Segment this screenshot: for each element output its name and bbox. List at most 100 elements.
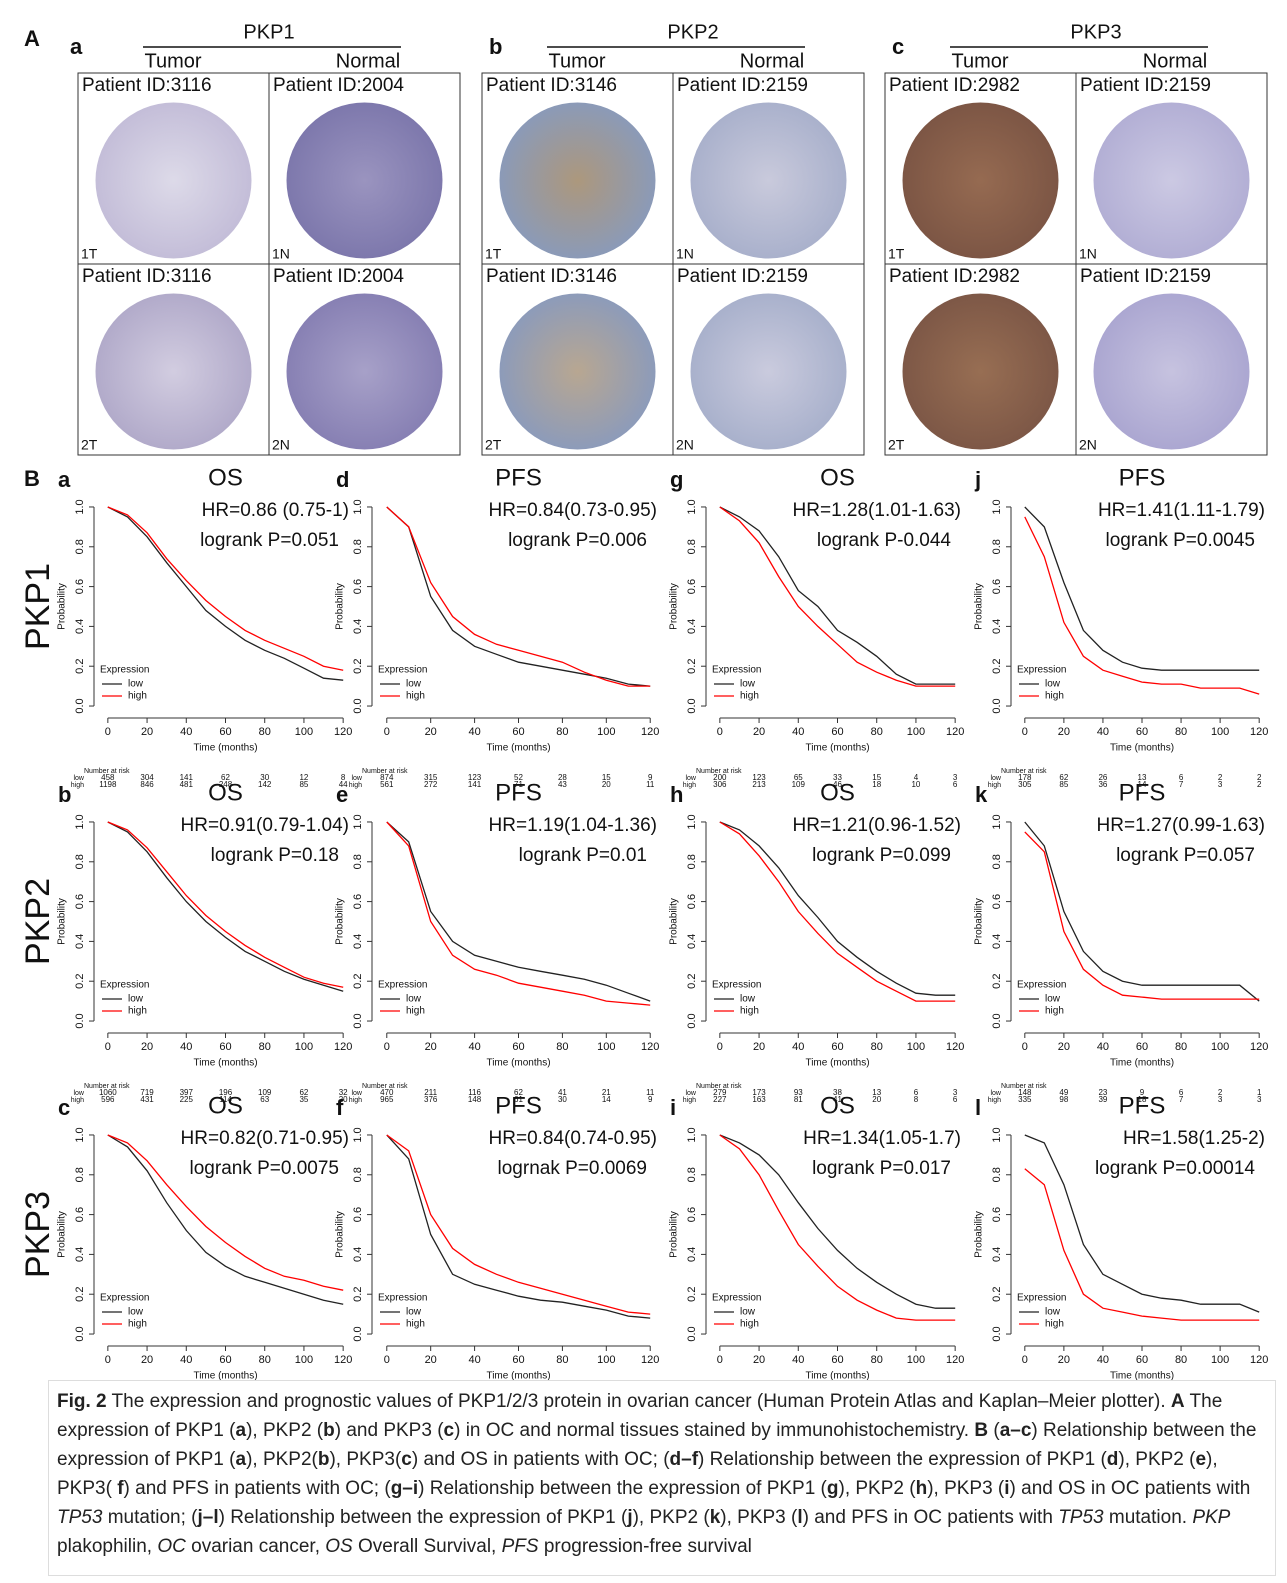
x-tick-label: 60: [219, 726, 231, 738]
survival-curve: [386, 506, 651, 687]
legend-label: high: [1045, 1319, 1064, 1330]
risk-low: 148: [1018, 1088, 1032, 1097]
x-tick-label: 0: [105, 1041, 111, 1053]
plot-title: OS: [820, 779, 855, 806]
x-axis-title: Time (months): [193, 1058, 257, 1069]
risk-row-label: high: [988, 1097, 1001, 1104]
risk-low: 6: [1179, 773, 1184, 782]
x-tick-label: 60: [219, 1354, 231, 1366]
caption-bold: k: [709, 1507, 721, 1528]
caption-text: plakophilin,: [57, 1536, 158, 1557]
legend-label: high: [406, 691, 425, 702]
caption-text: ) in OC and normal tissues stained by im…: [454, 1420, 975, 1441]
legend-label: high: [740, 1319, 759, 1330]
risk-low: 719: [140, 1088, 154, 1097]
survival-curve: [107, 1134, 344, 1291]
legend-label: high: [406, 1319, 425, 1330]
caption-text: (: [988, 1420, 1000, 1441]
survival-curve: [107, 821, 344, 992]
x-tick-label: 80: [871, 1041, 883, 1053]
x-tick-label: 20: [1058, 1041, 1070, 1053]
y-tick-label: 0.4: [686, 1247, 698, 1262]
x-tick-label: 40: [1097, 726, 1109, 738]
risk-low: 13: [872, 1088, 881, 1097]
x-tick-label: 60: [512, 1041, 524, 1053]
y-tick-label: 0.2: [352, 659, 364, 674]
risk-low: 3: [953, 773, 958, 782]
legend-label: high: [128, 691, 147, 702]
patient-id: Patient ID:3146: [486, 266, 617, 287]
x-tick-label: 120: [641, 1041, 659, 1053]
hazard-ratio: HR=1.28(1.01-1.63): [793, 500, 961, 521]
x-tick-label: 40: [792, 726, 804, 738]
risk-row-label: high: [988, 782, 1001, 789]
legend-title: Expression: [1017, 980, 1066, 991]
risk-low: 2: [1218, 773, 1223, 782]
x-tick-label: 120: [641, 1354, 659, 1366]
risk-high: 141: [468, 780, 482, 789]
risk-high: 2: [1257, 780, 1262, 789]
legend-label: low: [128, 679, 144, 690]
hazard-ratio: HR=1.41(1.11-1.79): [1098, 500, 1265, 521]
risk-title: Number at risk: [362, 1083, 408, 1090]
patient-id: Patient ID:2982: [889, 266, 1020, 287]
x-tick-label: 0: [384, 726, 390, 738]
plot-letter: i: [670, 1095, 676, 1120]
x-tick-label: 100: [1211, 1354, 1229, 1366]
risk-low: 109: [258, 1088, 272, 1097]
x-tick-label: 0: [1022, 1041, 1028, 1053]
y-axis-title: Probability: [974, 1211, 985, 1258]
risk-low: 93: [794, 1088, 803, 1097]
y-tick-label: 0.4: [686, 619, 698, 634]
x-tick-label: 20: [141, 1041, 153, 1053]
survival-curve: [719, 1134, 956, 1321]
normal-label: Normal: [1143, 50, 1207, 72]
risk-high: 6: [953, 780, 958, 789]
legend-title: Expression: [1017, 665, 1066, 676]
patient-id: Patient ID:2159: [1080, 75, 1211, 96]
risk-title: Number at risk: [696, 1083, 742, 1090]
risk-high: 7: [1179, 780, 1184, 789]
y-tick-label: 0.2: [686, 1287, 698, 1302]
risk-high: 18: [872, 780, 881, 789]
risk-row-label: high: [71, 782, 84, 789]
risk-high: 142: [258, 780, 272, 789]
caption-text: ) and PFS in patients with OC; (: [123, 1478, 391, 1499]
x-tick-label: 0: [717, 1354, 723, 1366]
risk-low: 11: [646, 1088, 655, 1097]
risk-high: 30: [558, 1095, 567, 1104]
risk-high: 3: [1218, 1095, 1223, 1104]
tissue-core: [95, 102, 252, 259]
x-tick-label: 60: [1136, 1354, 1148, 1366]
y-tick-label: 0.4: [74, 934, 86, 949]
tumor-label: Tumor: [144, 50, 201, 72]
x-tick-label: 40: [1097, 1354, 1109, 1366]
plot-title: OS: [208, 464, 243, 491]
x-tick-label: 20: [753, 726, 765, 738]
y-tick-label: 1.0: [991, 499, 1003, 514]
x-tick-label: 20: [1058, 1354, 1070, 1366]
risk-low: 6: [914, 1088, 919, 1097]
x-tick-label: 100: [295, 1041, 313, 1053]
x-tick-label: 80: [1175, 1041, 1187, 1053]
x-tick-label: 0: [105, 1354, 111, 1366]
risk-row-label: low: [351, 1090, 362, 1097]
risk-low: 279: [713, 1088, 727, 1097]
x-tick-label: 80: [871, 726, 883, 738]
caption-text: ), PKP2 (: [1118, 1449, 1196, 1470]
x-tick-label: 60: [1136, 726, 1148, 738]
x-tick-label: 80: [556, 1354, 568, 1366]
risk-low: 1: [1257, 1088, 1262, 1097]
y-tick-label: 0.4: [686, 934, 698, 949]
risk-high: 1198: [99, 780, 117, 789]
panel-letter: c: [892, 34, 904, 59]
risk-high: 18: [1138, 1095, 1147, 1104]
x-axis-title: Time (months): [486, 1058, 550, 1069]
risk-low: 62: [299, 1088, 308, 1097]
y-tick-label: 0.6: [352, 579, 364, 594]
x-tick-label: 100: [907, 1041, 925, 1053]
caption-text: ), PKP2(: [246, 1449, 318, 1470]
tissue-core: [690, 102, 847, 259]
risk-low: 9: [1140, 1088, 1145, 1097]
plot-title: PFS: [495, 464, 542, 491]
